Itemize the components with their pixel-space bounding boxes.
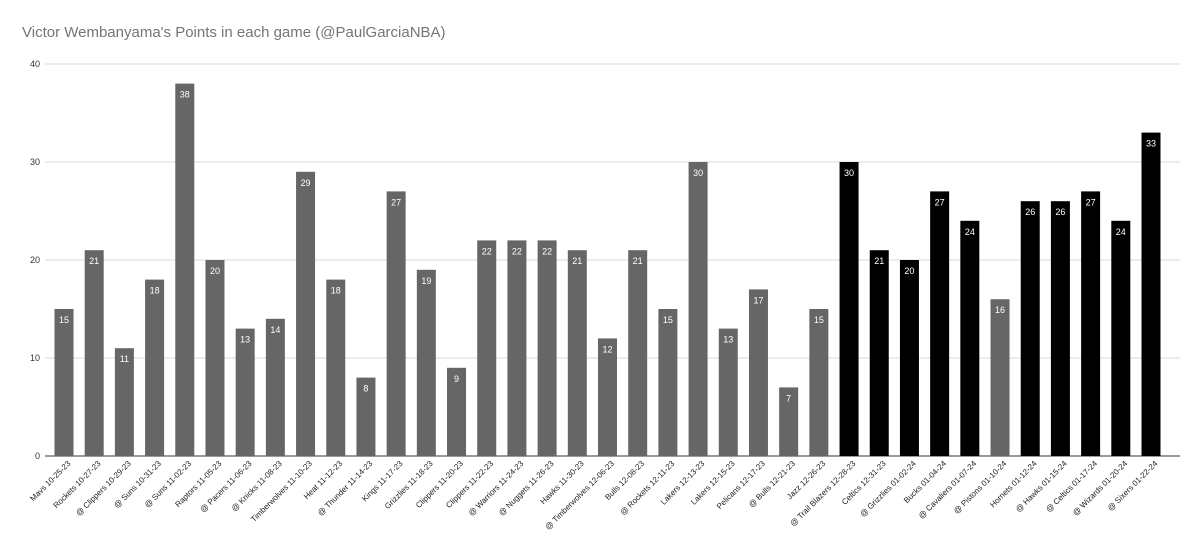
data-label: 30 [693, 168, 703, 178]
bar [809, 309, 829, 456]
bar [1020, 201, 1040, 456]
bar [598, 338, 617, 456]
data-label: 29 [301, 178, 311, 188]
y-tick-label: 10 [30, 353, 40, 363]
data-label: 8 [363, 384, 368, 394]
x-tick-label: @ Wizards 01-20-24 [1071, 459, 1130, 518]
bar [869, 250, 889, 456]
data-label: 12 [602, 344, 612, 354]
bar [386, 191, 406, 456]
x-tick-label: @ Thunder 11-14-23 [316, 459, 375, 518]
data-label: 24 [965, 227, 975, 237]
y-tick-label: 20 [30, 255, 40, 265]
x-tick-label: @ Pistons 01-10-24 [952, 459, 1009, 516]
data-label: 24 [1116, 227, 1126, 237]
bar [265, 318, 285, 456]
bar [960, 220, 980, 456]
bar [990, 299, 1010, 456]
data-label: 22 [542, 246, 552, 256]
bar [930, 191, 950, 456]
data-label: 11 [120, 354, 129, 364]
data-label: 30 [844, 168, 854, 178]
y-tick-label: 30 [30, 157, 40, 167]
data-label: 22 [512, 246, 522, 256]
data-label: 13 [240, 335, 250, 345]
data-label: 15 [663, 315, 673, 325]
bar [114, 348, 134, 456]
data-label: 38 [180, 90, 190, 100]
bar [326, 279, 346, 456]
bar [356, 377, 376, 456]
data-label: 15 [59, 315, 69, 325]
bar [688, 162, 708, 456]
bar [537, 240, 557, 456]
x-tick-label: @ Nuggets 11-26-23 [497, 459, 556, 518]
bar [839, 162, 859, 456]
data-label: 21 [572, 256, 582, 266]
x-tick-label: @ Cavaliers 01-07-24 [917, 459, 979, 521]
bar [718, 328, 738, 456]
bar [54, 309, 74, 456]
data-label: 33 [1146, 139, 1156, 149]
data-label: 14 [270, 325, 280, 335]
bar [477, 240, 497, 456]
y-tick-label: 40 [30, 59, 40, 69]
bar [628, 250, 648, 456]
bar [447, 367, 467, 456]
bar [1111, 220, 1131, 456]
data-label: 13 [723, 335, 733, 345]
x-tick-label: @ Grizzlies 01-02-24 [858, 459, 918, 519]
chart-title: Victor Wembanyama's Points in each game … [22, 24, 446, 41]
bar [416, 269, 436, 456]
bar [748, 289, 768, 456]
bar [84, 250, 104, 456]
data-label: 19 [421, 276, 431, 286]
data-label: 27 [391, 197, 401, 207]
data-label: 16 [995, 305, 1005, 315]
bar [1050, 201, 1070, 456]
x-tick-label: @ Pacers 11-06-23 [198, 459, 253, 514]
x-tick-label: @ Clippers 10-29-23 [74, 459, 133, 518]
data-label: 26 [1055, 207, 1065, 217]
data-label: 27 [935, 197, 945, 207]
bar [145, 279, 165, 456]
bar [507, 240, 527, 456]
bar [899, 260, 919, 456]
bar [175, 83, 195, 456]
data-label: 9 [454, 374, 459, 384]
x-tick-label: @ Knicks 11-08-23 [230, 459, 285, 514]
data-label: 7 [786, 393, 791, 403]
data-label: 27 [1086, 197, 1096, 207]
data-label: 20 [210, 266, 220, 276]
x-tick-label: @ Celtics 01-17-24 [1044, 459, 1099, 514]
y-tick-label: 0 [35, 451, 40, 461]
data-label: 21 [874, 256, 884, 266]
x-tick-label: @ Hawks 01-15-24 [1014, 459, 1069, 514]
data-label: 26 [1025, 207, 1035, 217]
data-label: 21 [633, 256, 643, 266]
bar [1141, 132, 1161, 456]
data-label: 22 [482, 246, 492, 256]
bar [235, 328, 255, 456]
data-label: 17 [753, 295, 763, 305]
bar [658, 309, 678, 456]
data-label: 20 [904, 266, 914, 276]
data-label: 18 [331, 286, 341, 296]
data-label: 21 [89, 256, 99, 266]
x-tick-label: @ Warriors 11-24-23 [467, 459, 526, 518]
bar [779, 387, 799, 456]
data-label: 18 [150, 286, 160, 296]
data-label: 15 [814, 315, 824, 325]
bar [567, 250, 587, 456]
bar [205, 260, 225, 456]
bar [1081, 191, 1101, 456]
bar [296, 171, 316, 457]
x-tick-label: @ Rockets 12-11-23 [618, 459, 676, 517]
